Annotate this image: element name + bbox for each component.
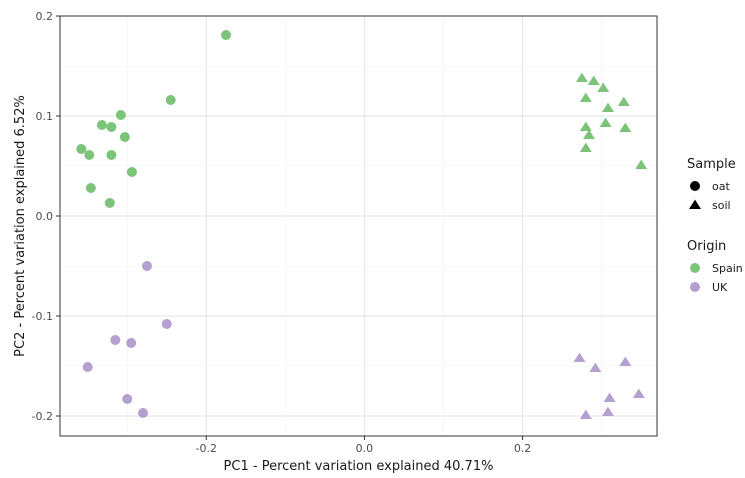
y-tick-label: 0.1 [36, 110, 54, 123]
point-soil-uk [619, 356, 632, 367]
plot-panel [60, 16, 657, 436]
panel-border-rect [59, 15, 658, 437]
point-oat-spain [96, 120, 107, 130]
point-soil-spain [597, 82, 610, 93]
legend-label: oat [712, 180, 730, 193]
point-oat-spain [84, 150, 95, 160]
legend-label: UK [712, 281, 728, 294]
point-oat-spain [115, 110, 126, 120]
legend-key-color [690, 282, 700, 292]
point-oat-uk [161, 319, 172, 329]
point-oat-spain [126, 167, 137, 177]
point-oat-spain [76, 144, 87, 154]
y-axis-title: PC2 - Percent variation explained 6.52% [13, 95, 28, 357]
point-oat-spain [106, 122, 117, 132]
legend-title: Origin [687, 239, 726, 254]
point-oat-spain [106, 150, 117, 160]
point-soil-spain [579, 121, 592, 132]
point-soil-spain [582, 129, 595, 140]
data-points [76, 30, 648, 420]
y-tick-label: -0.1 [32, 310, 53, 323]
point-soil-spain [619, 122, 632, 133]
point-soil-uk [603, 392, 616, 403]
y-tick-label: 0.0 [36, 210, 54, 223]
point-soil-spain [599, 117, 612, 128]
point-oat-spain [221, 30, 232, 40]
point-soil-uk [573, 352, 586, 363]
point-soil-uk [601, 406, 614, 417]
point-soil-uk [589, 362, 602, 373]
point-oat-spain [119, 132, 130, 142]
point-soil-spain [579, 92, 592, 103]
legend-key-triangle [689, 199, 701, 210]
point-soil-spain [617, 96, 630, 107]
legend: Sample oat soil Origin Spain UK [687, 157, 743, 294]
x-tick-label: 0.2 [514, 442, 532, 455]
point-oat-uk [138, 408, 149, 418]
grid-lines [60, 15, 657, 436]
panel-border [59, 15, 658, 437]
y-tick-label: 0.2 [36, 10, 54, 23]
point-soil-uk [579, 409, 592, 420]
point-soil-spain [635, 159, 648, 170]
point-oat-uk [110, 335, 121, 345]
point-soil-uk [632, 388, 645, 399]
legend-label: Spain [712, 262, 743, 275]
legend-label: soil [712, 199, 731, 212]
point-soil-spain [579, 142, 592, 153]
legend-title: Sample [687, 157, 736, 172]
x-tick-label: -0.2 [196, 442, 217, 455]
point-oat-uk [82, 362, 93, 372]
point-soil-spain [601, 102, 614, 113]
point-oat-uk [126, 338, 137, 348]
point-oat-spain [104, 198, 115, 208]
legend-key-circle [690, 181, 700, 191]
y-tick-label: -0.2 [32, 410, 53, 423]
axis-ticks: -0.2 0.0 0.2 -0.2 -0.1 0.0 0.1 0.2 [32, 10, 532, 455]
point-soil-spain [587, 75, 600, 86]
legend-key-color [690, 263, 700, 273]
point-oat-uk [141, 261, 152, 271]
point-oat-spain [165, 95, 176, 105]
point-soil-spain [575, 72, 588, 83]
point-oat-spain [85, 183, 96, 193]
point-oat-uk [122, 394, 133, 404]
x-axis-title: PC1 - Percent variation explained 40.71% [224, 459, 494, 474]
x-tick-label: 0.0 [356, 442, 374, 455]
